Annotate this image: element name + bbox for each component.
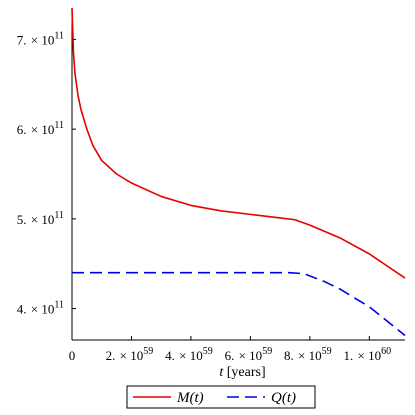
- x-axis-title: t [years]: [219, 365, 265, 380]
- axes: [71, 8, 405, 341]
- series-line-mt: [71, 7, 406, 279]
- y-tick-label: 6. × 1011: [17, 120, 64, 137]
- x-tick-label: 1. × 1060: [344, 346, 392, 363]
- y-tick-label: 5. × 1011: [17, 210, 64, 227]
- series-line-qt: [72, 271, 406, 337]
- x-tick-label: 2. × 1059: [106, 346, 154, 363]
- x-tick-label-origin: 0: [69, 348, 76, 363]
- legend: M(t) Q(t): [126, 385, 316, 409]
- y-tick-label: 4. × 1011: [17, 300, 64, 317]
- series-group: [71, 7, 406, 337]
- x-tick-label: 8. × 1059: [284, 346, 332, 363]
- y-tick-label: 7. × 1011: [17, 30, 64, 47]
- legend-label: M(t): [176, 390, 204, 406]
- x-ticks: 0 2. × 1059 4. × 1059 6. × 1059 8. × 1059 1. …: [69, 336, 391, 363]
- legend-box: [126, 385, 316, 409]
- x-tick-label: 6. × 1059: [225, 346, 273, 363]
- x-tick-label: 4. × 1059: [165, 346, 213, 363]
- y-ticks: 4. × 1011 5. × 1011 6. × 1011 7. × 1011: [17, 30, 76, 317]
- legend-label: Q(t): [271, 390, 296, 406]
